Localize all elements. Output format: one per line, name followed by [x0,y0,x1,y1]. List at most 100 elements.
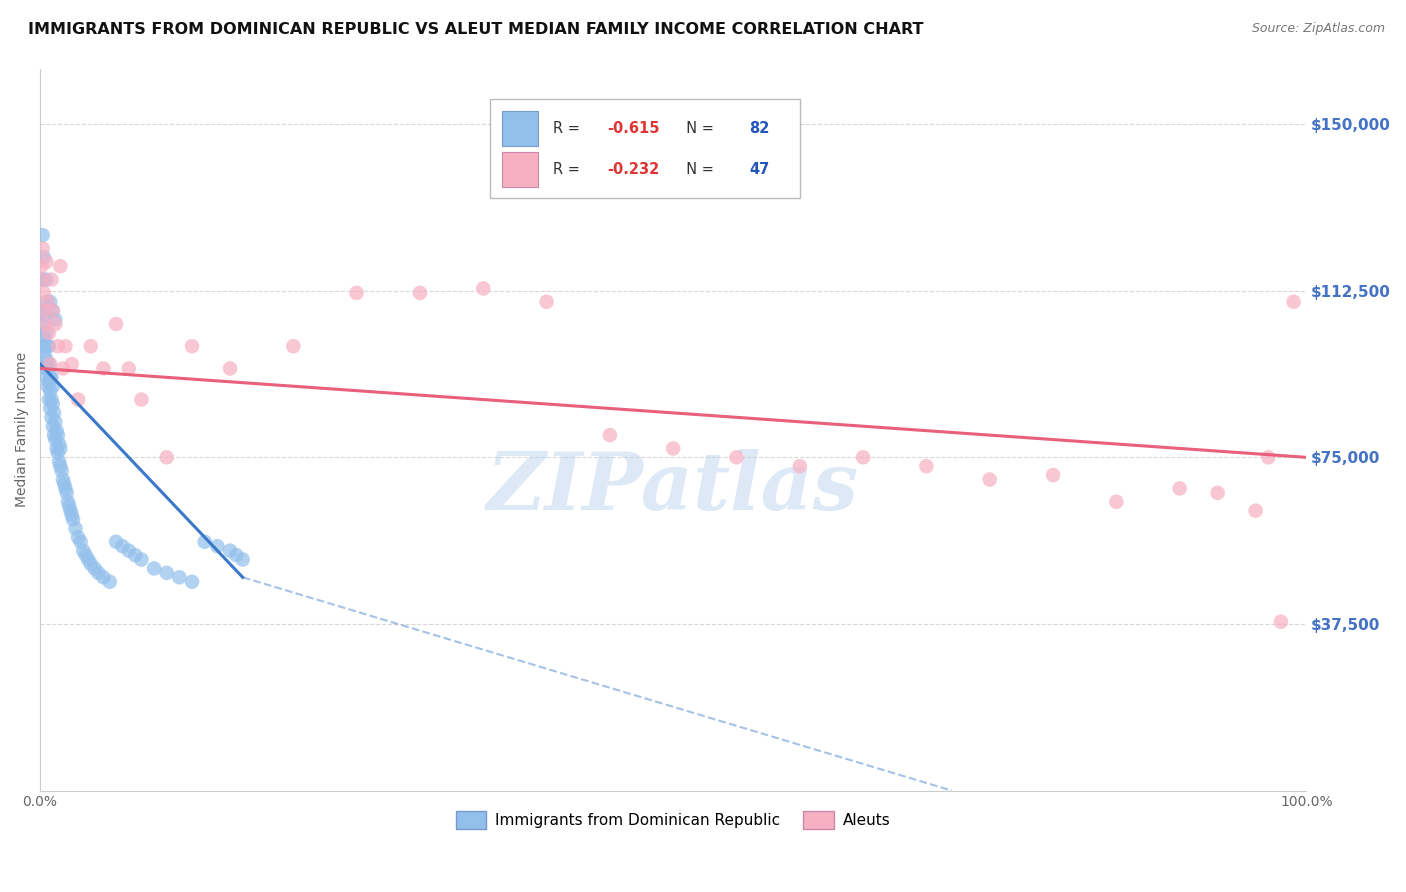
Legend: Immigrants from Dominican Republic, Aleuts: Immigrants from Dominican Republic, Aleu… [450,805,897,835]
Point [1270,615,1292,629]
Point [72,543,94,558]
Point [105,317,128,331]
Point [34,317,56,331]
Point [37,361,59,376]
Point [32,348,55,362]
Text: R =: R = [553,162,585,178]
Text: -0.615: -0.615 [607,121,659,136]
Point [194,534,217,549]
Point [32,285,55,300]
Point [32,251,55,265]
Point [44,415,66,429]
Point [1244,503,1267,517]
Point [118,361,141,376]
Point [35,352,58,367]
Point [31,272,53,286]
Y-axis label: Median Family Income: Median Family Income [15,352,30,508]
Text: 82: 82 [749,121,769,136]
Point [131,392,153,407]
Point [1042,468,1064,483]
Point [34,303,56,318]
Point [35,255,58,269]
Point [30,259,52,273]
Point [1206,486,1229,500]
Point [169,570,191,584]
Point [58,499,80,513]
Point [45,442,67,456]
FancyBboxPatch shape [489,99,800,199]
Point [41,410,63,425]
Point [52,361,75,376]
Point [41,272,63,286]
Point [38,357,60,371]
Point [35,370,58,384]
Point [60,357,83,371]
Point [1168,482,1191,496]
Point [80,339,103,353]
Point [789,459,811,474]
Text: R =: R = [553,121,585,136]
Point [41,392,63,407]
Point [725,450,748,465]
Point [1282,294,1305,309]
Point [35,326,58,340]
Point [49,442,72,456]
Text: 47: 47 [749,162,769,178]
Point [232,552,254,566]
Point [87,566,110,580]
Point [118,543,141,558]
Point [48,437,70,451]
Point [181,339,204,353]
Point [32,308,55,322]
Point [472,281,495,295]
Point [852,450,875,465]
Point [48,455,70,469]
Point [31,339,53,353]
Point [46,339,69,353]
Point [346,285,368,300]
Point [35,294,58,309]
Point [39,370,62,384]
Point [35,272,58,286]
Point [181,574,204,589]
Point [42,428,65,442]
Point [105,534,128,549]
Point [98,574,121,589]
Point [38,326,60,340]
Point [32,330,55,344]
Point [44,317,66,331]
Point [75,548,97,562]
Text: -0.232: -0.232 [607,162,659,178]
Point [93,570,115,584]
Point [219,361,242,376]
Point [409,285,432,300]
Point [42,419,65,434]
Point [662,442,685,456]
Point [93,361,115,376]
Point [39,357,62,371]
Point [39,294,62,309]
Point [67,392,90,407]
Point [38,375,60,389]
Point [283,339,305,353]
Point [55,339,77,353]
Point [42,303,65,318]
Point [55,482,77,496]
Point [207,539,229,553]
Point [60,508,83,522]
Point [55,486,77,500]
Point [31,272,53,286]
Point [219,543,242,558]
Point [80,557,103,571]
Point [42,406,65,420]
Point [156,566,179,580]
Point [143,561,166,575]
Text: IMMIGRANTS FROM DOMINICAN REPUBLIC VS ALEUT MEDIAN FAMILY INCOME CORRELATION CHA: IMMIGRANTS FROM DOMINICAN REPUBLIC VS AL… [28,22,924,37]
Point [1105,495,1128,509]
Point [62,512,84,526]
Point [59,503,82,517]
Point [37,294,59,309]
Point [225,548,247,562]
Point [38,339,60,353]
Point [1257,450,1279,465]
